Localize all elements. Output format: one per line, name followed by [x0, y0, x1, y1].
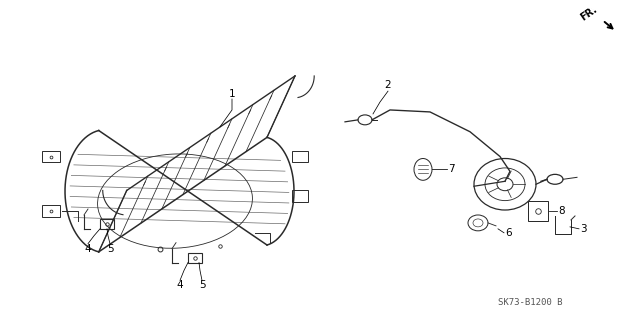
Text: 4: 4 — [177, 280, 183, 290]
Text: 8: 8 — [558, 206, 564, 216]
Text: 5: 5 — [107, 244, 113, 254]
Text: 3: 3 — [580, 224, 587, 234]
Text: FR.: FR. — [579, 4, 599, 23]
Text: 1: 1 — [228, 89, 236, 99]
Text: 4: 4 — [84, 244, 92, 254]
Text: 2: 2 — [385, 80, 391, 90]
Text: 7: 7 — [448, 164, 454, 174]
Text: SK73-B1200 B: SK73-B1200 B — [498, 298, 563, 307]
Text: 5: 5 — [198, 280, 205, 290]
Text: 6: 6 — [505, 228, 511, 238]
